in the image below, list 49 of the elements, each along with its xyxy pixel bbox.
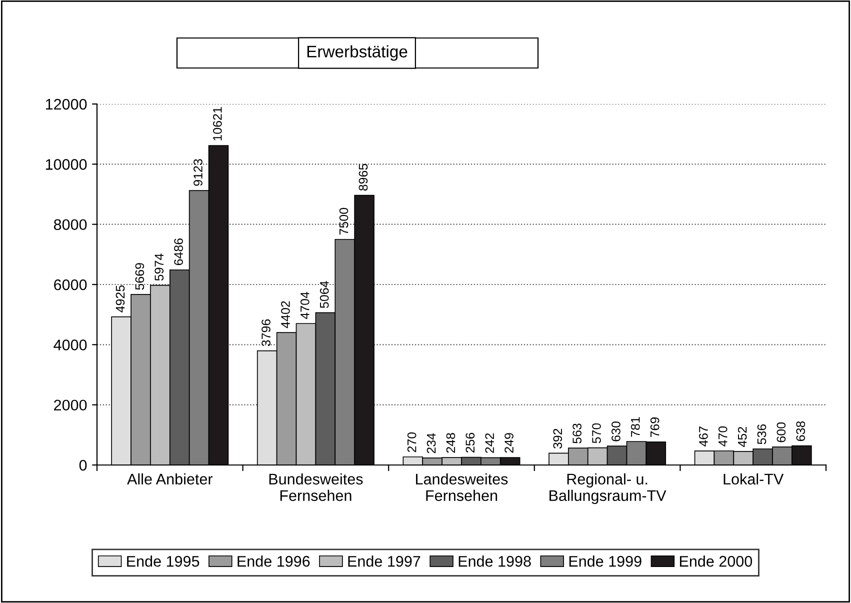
data-label: 769 [650, 417, 660, 438]
data-label: 256 [466, 432, 475, 453]
y-tick-label: 8000 [54, 219, 87, 230]
data-label: 630 [612, 422, 620, 442]
x-tick-label: Bundesweites Fernsehen [269, 473, 363, 502]
data-label: 270 [407, 432, 416, 452]
data-label: 242 [485, 433, 494, 453]
data-label: 467 [699, 426, 708, 446]
x-tick-label: Alle Anbieter [127, 473, 213, 485]
data-label: 4925 [116, 285, 125, 312]
data-label: 249 [504, 433, 514, 453]
data-label: 638 [796, 421, 806, 442]
y-tick-label: 4000 [54, 340, 87, 350]
y-tick-label: 6000 [54, 279, 87, 290]
data-label: 563 [572, 424, 582, 444]
data-label: 392 [553, 428, 562, 449]
data-label: 470 [718, 426, 728, 446]
y-tick-label: 12000 [46, 98, 87, 110]
legend-label: Ende 1998 [458, 556, 531, 567]
data-label: 7500 [339, 208, 348, 235]
data-label: 3796 [262, 319, 270, 346]
y-tick-label: 10000 [46, 159, 87, 170]
y-tick-label: 2000 [54, 400, 87, 411]
data-label: 8965 [358, 164, 368, 191]
x-tick-label: Landesweites Fernsehen [416, 473, 508, 502]
data-label: 536 [757, 424, 766, 444]
x-tick-label: Regional- u. Ballungsraum-TV [550, 473, 666, 504]
data-label: 4402 [281, 301, 290, 328]
data-label: 5974 [154, 254, 164, 281]
legend-label: Ende 1997 [348, 556, 420, 567]
data-label: 570 [592, 423, 601, 444]
data-label: 6486 [174, 238, 183, 266]
legend-label: Ende 1996 [238, 556, 310, 567]
data-label: 248 [446, 433, 456, 453]
data-label: 5064 [320, 281, 329, 308]
data-label: 4704 [300, 292, 310, 320]
data-label: 9123 [194, 159, 202, 186]
data-label: 781 [630, 417, 640, 437]
data-label: 234 [426, 433, 436, 454]
x-tick-label: Lokal-TV [724, 473, 784, 485]
legend-label: Ende 1995 [127, 556, 200, 567]
chart-title: Erwerbstätige [307, 45, 408, 61]
data-label: 600 [776, 422, 786, 442]
legend-label: Ende 2000 [680, 556, 752, 567]
legend-label: Ende 1999 [569, 556, 642, 567]
data-label: 5669 [135, 263, 144, 290]
y-tick-label: 0 [79, 460, 87, 471]
data-label: 10621 [213, 107, 222, 140]
data-label: 452 [738, 427, 747, 447]
